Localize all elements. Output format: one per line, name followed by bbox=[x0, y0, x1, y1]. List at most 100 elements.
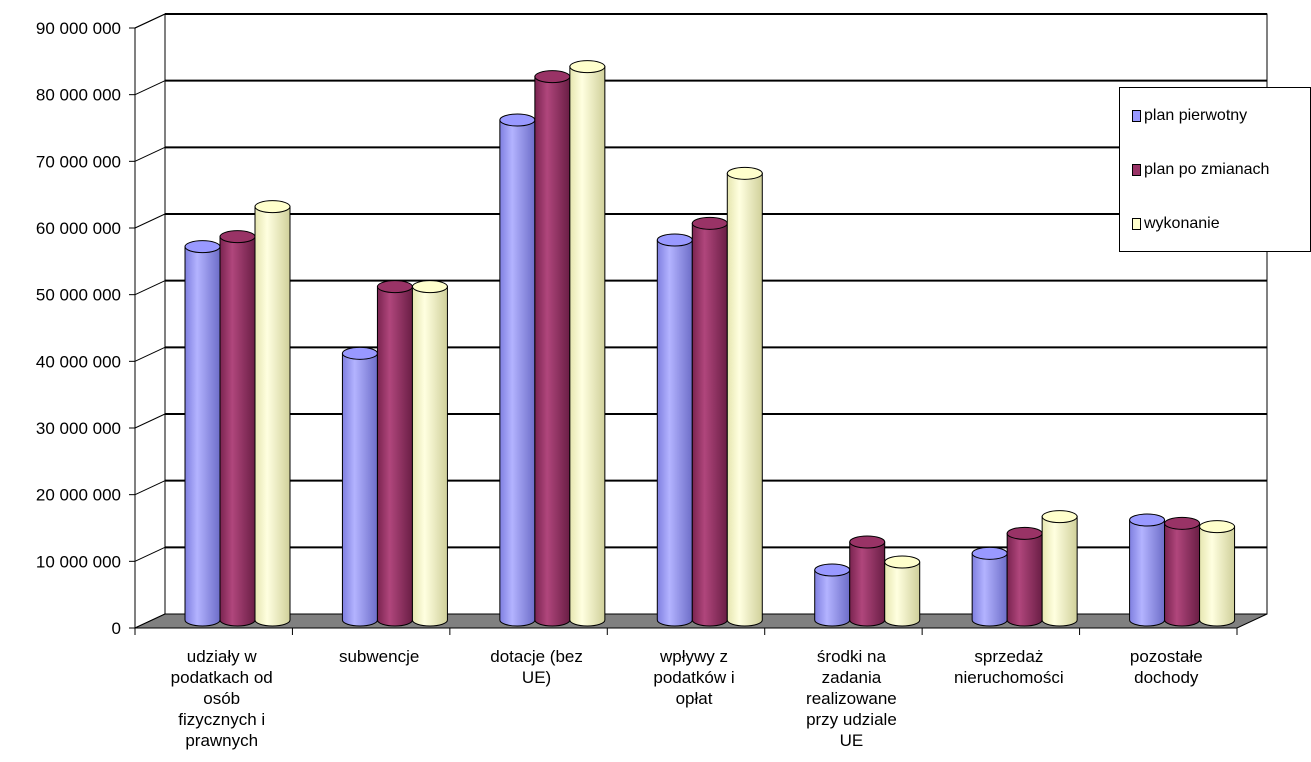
category-label: subwencje bbox=[339, 647, 419, 666]
bar-body bbox=[884, 561, 921, 627]
bar-cap bbox=[884, 555, 921, 569]
gridline-side bbox=[134, 413, 166, 429]
bar bbox=[534, 70, 571, 627]
legend-swatch bbox=[1132, 110, 1141, 122]
category-label-line: UE bbox=[840, 731, 864, 750]
y-tick-label: 10 000 000 bbox=[36, 552, 121, 571]
bar-cap bbox=[691, 216, 728, 230]
bar-cap bbox=[656, 233, 693, 247]
bar bbox=[376, 280, 413, 627]
gridline-side bbox=[134, 280, 166, 296]
bar-body bbox=[1041, 516, 1078, 627]
bar-cap bbox=[849, 535, 886, 549]
gridline-side bbox=[134, 546, 166, 562]
bar-body bbox=[1199, 526, 1236, 627]
bar-body bbox=[411, 286, 448, 627]
y-tick-label: 30 000 000 bbox=[36, 419, 121, 438]
category-label-line: przy udziale bbox=[806, 710, 897, 729]
bar-cap bbox=[1199, 520, 1236, 534]
bar-body bbox=[254, 206, 291, 627]
x-axis-categories: udziały w podatkach od osób fizycznych i pra… bbox=[171, 647, 1203, 750]
bar-cap bbox=[254, 200, 291, 214]
bar-cap bbox=[726, 166, 763, 180]
category-label-line: pozostałe bbox=[1130, 647, 1203, 666]
category-label-line: opłat bbox=[676, 689, 713, 708]
bar bbox=[884, 555, 921, 627]
bar bbox=[971, 546, 1008, 627]
bar-body bbox=[569, 66, 606, 627]
category-label-line: prawnych bbox=[185, 731, 258, 750]
category-label: pozostałe dochody bbox=[1130, 647, 1203, 687]
bar-body bbox=[971, 552, 1008, 627]
legend-item-plan-po-zmianach: plan po zmianach bbox=[1132, 160, 1269, 180]
y-tick-label: 90 000 000 bbox=[36, 19, 121, 38]
y-tick-label: 50 000 000 bbox=[36, 286, 121, 305]
bars bbox=[134, 60, 1238, 635]
y-tick-label: 70 000 000 bbox=[36, 152, 121, 171]
bar-body bbox=[814, 569, 851, 627]
category-label-line: zadania bbox=[822, 668, 882, 687]
legend-label: plan pierwotny bbox=[1144, 107, 1248, 124]
category-label-line: podatkach od bbox=[171, 668, 273, 687]
bar bbox=[1129, 513, 1166, 627]
bar-cap bbox=[219, 230, 256, 244]
bar bbox=[849, 535, 886, 627]
gridline-side bbox=[134, 146, 166, 162]
bar-body bbox=[1164, 522, 1201, 627]
category-label-line: wpływy z bbox=[659, 647, 728, 666]
bar-body bbox=[1129, 519, 1166, 627]
category-label-line: realizowane bbox=[806, 689, 897, 708]
bar bbox=[814, 563, 851, 627]
category-label-line: dochody bbox=[1134, 668, 1199, 687]
category-label-line: udziały w bbox=[187, 647, 258, 666]
category-label-line: subwencje bbox=[339, 647, 419, 666]
bar-cap bbox=[1129, 513, 1166, 527]
bar-body bbox=[691, 222, 728, 627]
bar bbox=[219, 230, 256, 627]
bar-cap bbox=[534, 70, 571, 84]
category-label-line: podatków i bbox=[653, 668, 734, 687]
bar bbox=[499, 113, 536, 627]
bar-cap bbox=[411, 280, 448, 294]
bar-cap bbox=[569, 60, 606, 74]
y-tick-label: 20 000 000 bbox=[36, 486, 121, 505]
bar-cap bbox=[499, 113, 536, 127]
gridline-side bbox=[134, 213, 166, 229]
bar bbox=[1164, 516, 1201, 627]
category-label-line: nieruchomości bbox=[954, 668, 1064, 687]
bar-body bbox=[219, 236, 256, 627]
bar bbox=[184, 240, 221, 627]
bar bbox=[569, 60, 606, 627]
bar bbox=[1199, 520, 1236, 627]
y-axis-ticks: 0 10 000 000 20 000 000 30 000 000 40 000 00… bbox=[36, 19, 135, 638]
gridline-side bbox=[134, 480, 166, 496]
category-label-line: UE) bbox=[522, 668, 551, 687]
bar-cap bbox=[1164, 516, 1201, 530]
bar-body bbox=[534, 76, 571, 627]
bar-body bbox=[656, 239, 693, 627]
bar bbox=[1041, 510, 1078, 627]
y-tick-label: 60 000 000 bbox=[36, 219, 121, 238]
category-label-line: osób bbox=[203, 689, 240, 708]
bar bbox=[656, 233, 693, 627]
bar-body bbox=[499, 119, 536, 627]
gridline-side bbox=[134, 346, 166, 362]
bar bbox=[254, 200, 291, 627]
bar-cap bbox=[376, 280, 413, 294]
bar bbox=[411, 280, 448, 627]
gridline-side bbox=[134, 80, 166, 96]
side-wall bbox=[134, 13, 166, 629]
bar-cap bbox=[341, 346, 378, 360]
bar-body bbox=[1006, 532, 1043, 627]
bar-cap bbox=[1006, 526, 1043, 540]
bar-cap bbox=[184, 240, 221, 254]
category-label: udziały w podatkach od osób fizycznych i pra… bbox=[171, 647, 273, 750]
legend-swatch bbox=[1132, 218, 1141, 230]
category-label: wpływy z podatków i opłat bbox=[653, 647, 734, 708]
bar-body bbox=[341, 352, 378, 627]
legend-swatch bbox=[1132, 164, 1141, 176]
bar-body bbox=[376, 286, 413, 627]
legend-label: wykonanie bbox=[1144, 215, 1220, 232]
bar-cap bbox=[814, 563, 851, 577]
